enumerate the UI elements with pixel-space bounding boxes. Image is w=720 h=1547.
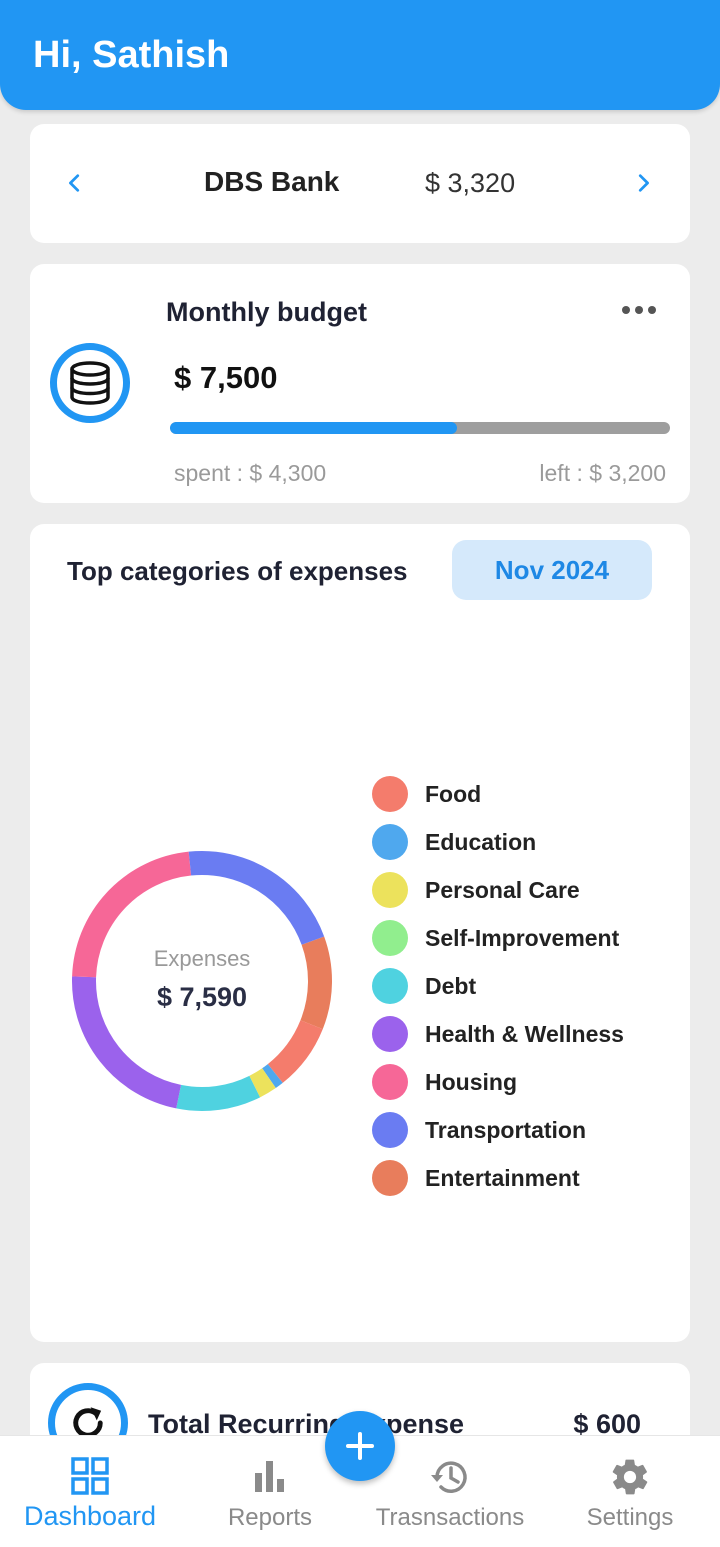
donut-slice-housing bbox=[72, 851, 192, 978]
chevron-left-icon bbox=[69, 174, 80, 192]
month-selector-button[interactable]: Nov 2024 bbox=[452, 540, 652, 600]
account-name: DBS Bank bbox=[204, 166, 340, 197]
categories-card: Top categories of expenses Nov 2024 Expe… bbox=[30, 524, 690, 1342]
legend-color-swatch bbox=[372, 776, 408, 812]
recurring-amount: $ 600 bbox=[573, 1409, 641, 1439]
nav-dashboard[interactable]: Dashboard bbox=[0, 1436, 180, 1547]
previous-account-button[interactable] bbox=[60, 168, 90, 198]
budget-card: Monthly budget $ 7,500 spent : $ 4,300 l… bbox=[30, 264, 690, 503]
donut-slice-education bbox=[262, 1064, 283, 1089]
more-options-icon[interactable] bbox=[622, 300, 662, 320]
add-transaction-button[interactable] bbox=[325, 1411, 395, 1481]
chevron-right-icon bbox=[638, 174, 649, 192]
legend-label: Personal Care bbox=[425, 876, 580, 903]
nav-transactions[interactable]: Trasnsactions bbox=[360, 1436, 540, 1547]
donut-slice-entertainment bbox=[300, 936, 332, 1030]
dashboard-icon bbox=[71, 1457, 109, 1495]
account-balance: $ 3,320 bbox=[425, 168, 516, 198]
legend-item: Debt bbox=[372, 962, 624, 1010]
legend-color-swatch bbox=[372, 1064, 408, 1100]
donut-slice-health-wellness bbox=[72, 976, 182, 1109]
bar-chart-icon bbox=[255, 1461, 284, 1492]
legend-label: Housing bbox=[425, 1068, 517, 1095]
legend-color-swatch bbox=[372, 872, 408, 908]
legend-label: Entertainment bbox=[425, 1164, 580, 1191]
nav-transactions-label: Trasnsactions bbox=[375, 1504, 525, 1531]
budget-title: Monthly budget bbox=[166, 297, 367, 327]
donut-center-label: Expenses bbox=[153, 946, 251, 971]
legend-color-swatch bbox=[372, 968, 408, 1004]
legend-color-swatch bbox=[372, 1112, 408, 1148]
nav-dashboard-label: Dashboard bbox=[23, 1501, 157, 1531]
nav-reports-label: Reports bbox=[227, 1504, 313, 1531]
nav-settings-label: Settings bbox=[586, 1504, 674, 1531]
legend-label: Transportation bbox=[425, 1116, 587, 1143]
donut-slice-transportation bbox=[188, 851, 325, 946]
donut-slice-food bbox=[267, 1019, 323, 1083]
expenses-donut-chart bbox=[72, 851, 332, 1111]
legend-label: Self-Improvement bbox=[425, 924, 620, 951]
legend-item: Health & Wellness bbox=[372, 1010, 624, 1058]
legend-color-swatch bbox=[372, 920, 408, 956]
legend-item: Self-Improvement bbox=[372, 914, 624, 962]
recurring-title: Total Recurring Expense bbox=[148, 1409, 465, 1439]
nav-reports[interactable]: Reports bbox=[180, 1436, 360, 1547]
next-account-button[interactable] bbox=[628, 168, 658, 198]
legend-label: Food bbox=[425, 780, 482, 807]
chart-legend: Food Education Personal Care Self-Improveme… bbox=[372, 770, 624, 1202]
legend-color-swatch bbox=[372, 824, 408, 860]
legend-color-swatch bbox=[372, 1016, 408, 1052]
nav-settings[interactable]: Settings bbox=[540, 1436, 720, 1547]
budget-progress-fill bbox=[170, 422, 457, 434]
account-card: DBS Bank $ 3,320 bbox=[30, 124, 690, 243]
gear-icon bbox=[612, 1459, 648, 1495]
app-header: Hi, Sathish bbox=[0, 0, 720, 110]
legend-label: Debt bbox=[425, 972, 477, 999]
database-icon bbox=[50, 343, 130, 423]
legend-item: Housing bbox=[372, 1058, 624, 1106]
legend-item: Education bbox=[372, 818, 624, 866]
legend-label: Health & Wellness bbox=[425, 1020, 624, 1047]
plus-icon bbox=[346, 1432, 374, 1460]
categories-title: Top categories of expenses bbox=[67, 556, 408, 586]
legend-label: Education bbox=[425, 828, 537, 855]
budget-progress-bar bbox=[170, 422, 670, 434]
donut-slice-personal-care bbox=[249, 1068, 276, 1098]
left-label: left : $ 3,200 bbox=[539, 460, 666, 486]
legend-item: Entertainment bbox=[372, 1154, 624, 1202]
legend-item: Personal Care bbox=[372, 866, 624, 914]
legend-color-swatch bbox=[372, 1160, 408, 1196]
legend-item: Transportation bbox=[372, 1106, 624, 1154]
donut-center-total: $ 7,590 bbox=[156, 982, 248, 1012]
donut-slice-debt bbox=[176, 1075, 261, 1111]
spent-label: spent : $ 4,300 bbox=[174, 460, 327, 486]
greeting-text: Hi, Sathish bbox=[33, 34, 230, 76]
legend-item: Food bbox=[372, 770, 624, 818]
budget-amount: $ 7,500 bbox=[174, 360, 278, 395]
history-icon bbox=[431, 1461, 467, 1493]
